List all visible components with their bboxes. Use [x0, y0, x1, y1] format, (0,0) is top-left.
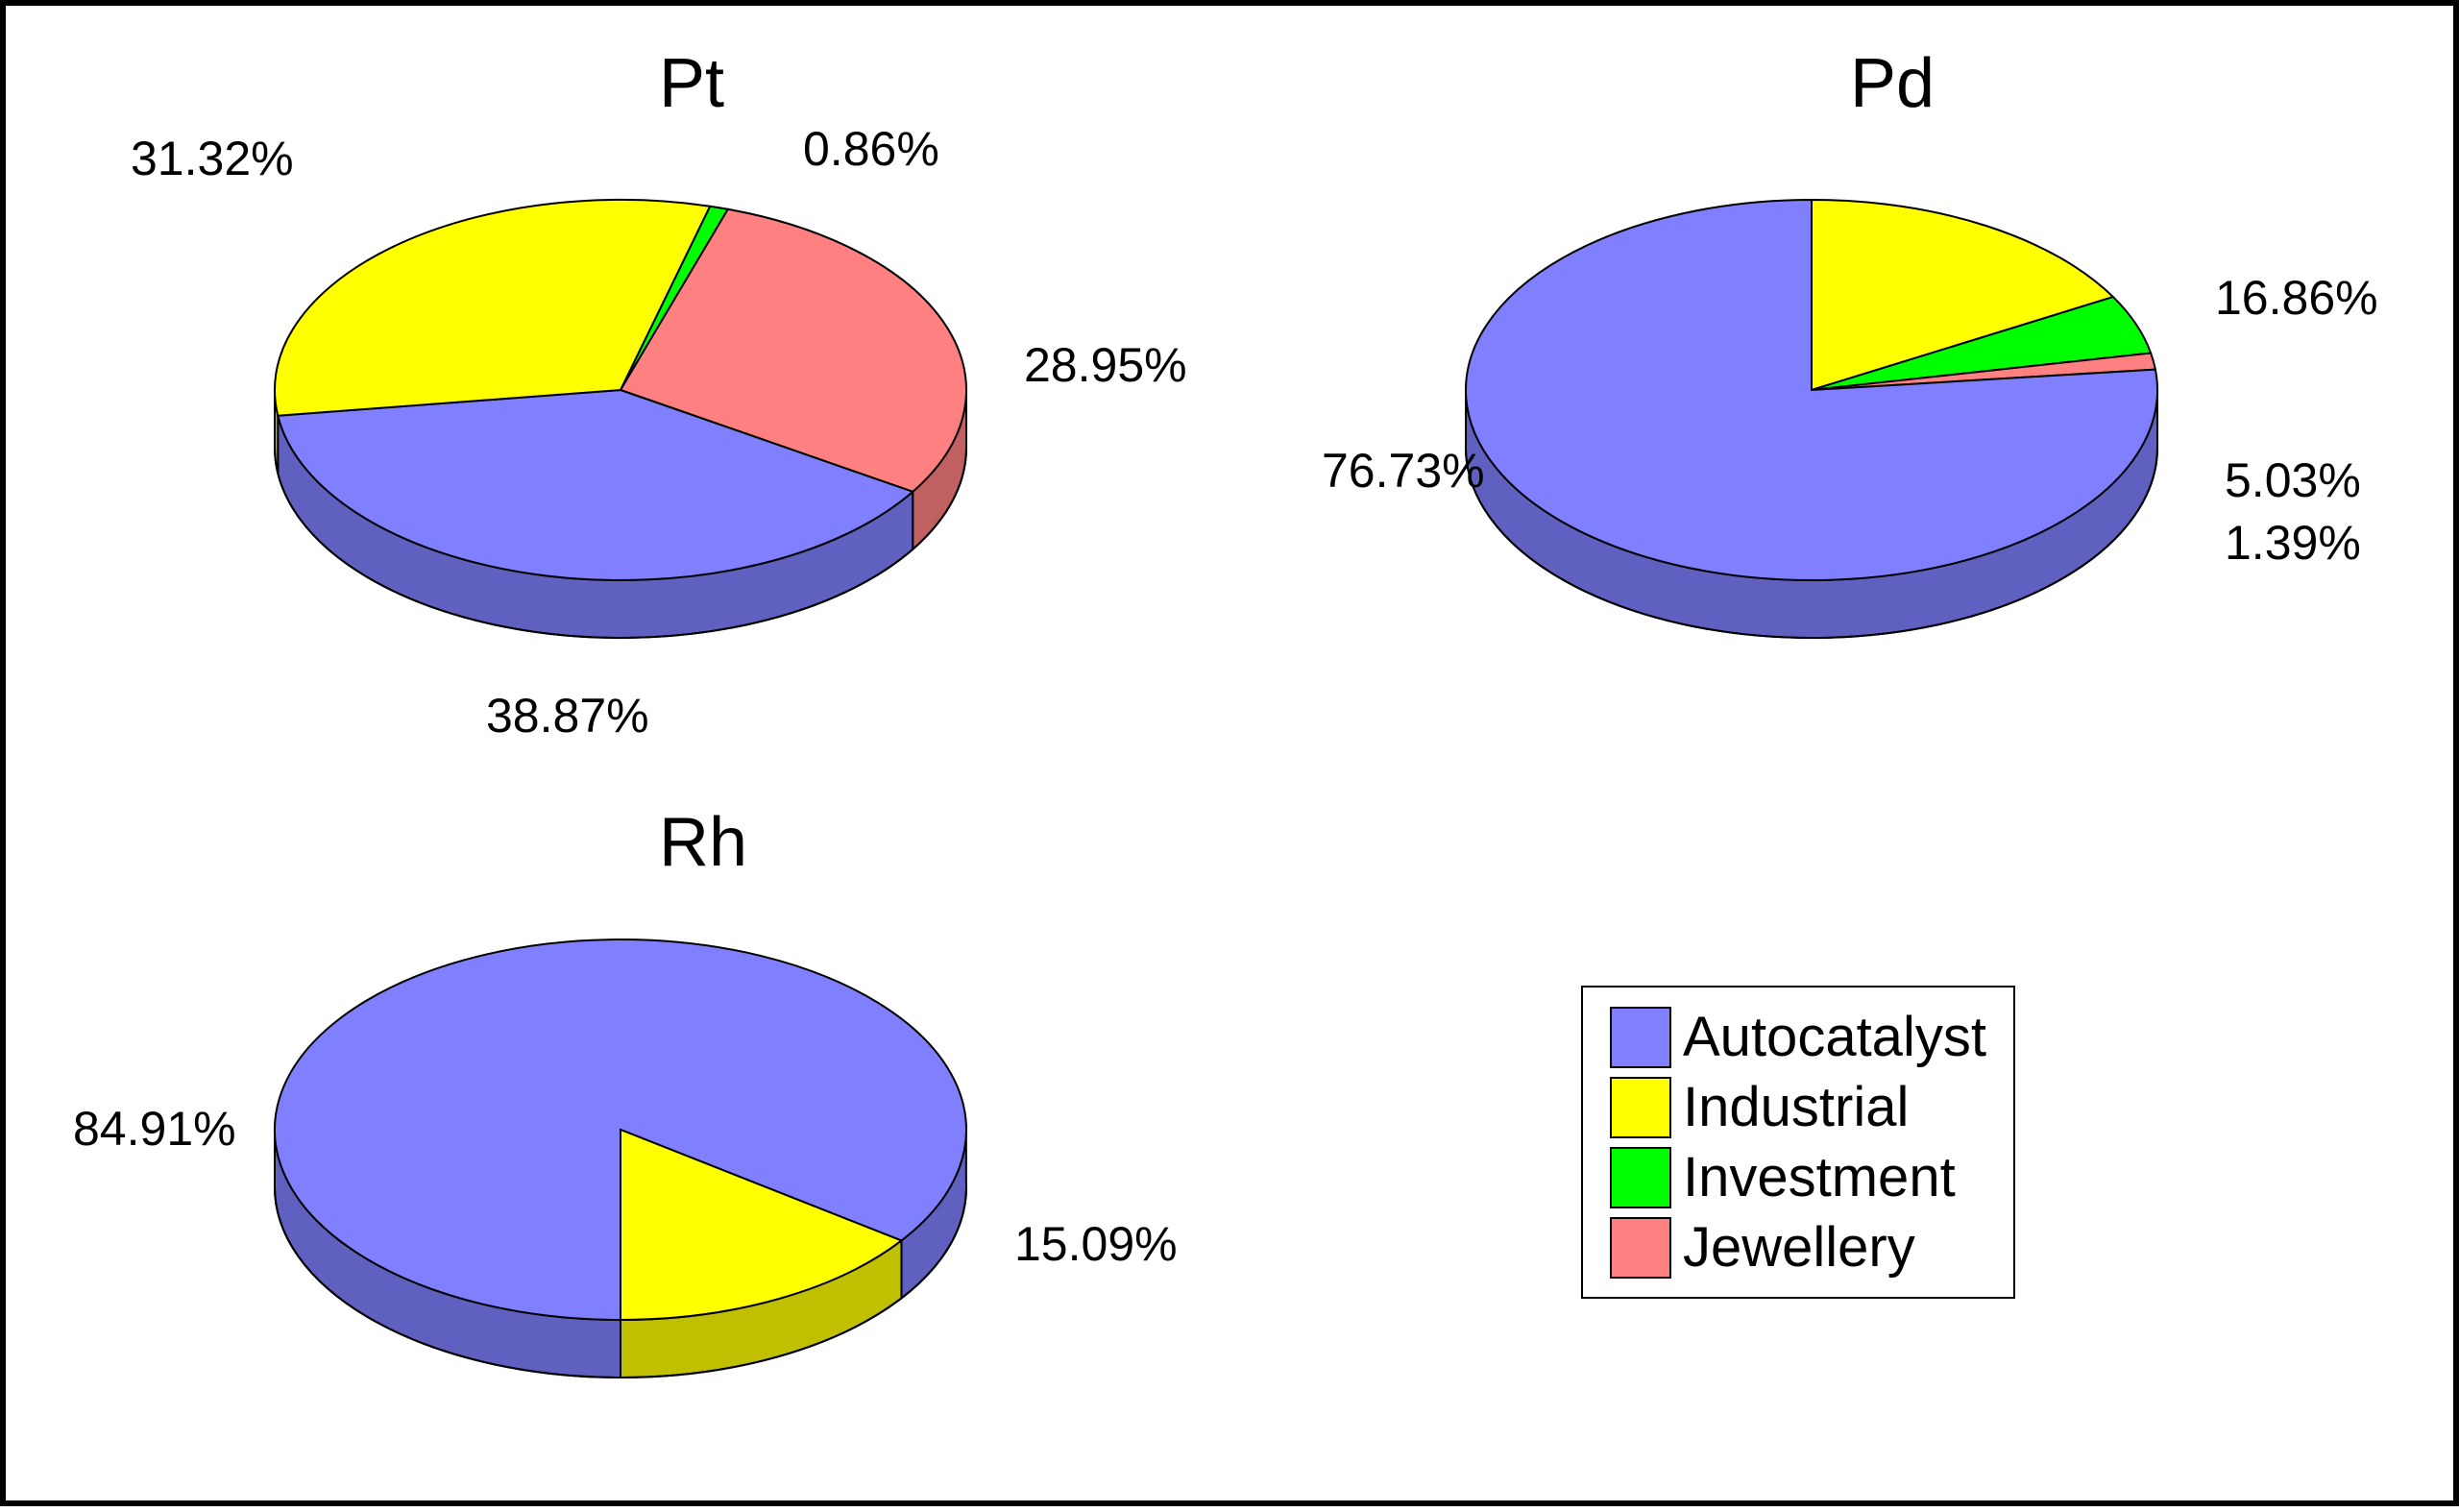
pie-pt-rim: [275, 448, 966, 638]
legend-label-jewellery: Jewellery: [1683, 1215, 1915, 1280]
legend-row-industrial: Industrial: [1610, 1075, 1986, 1139]
pie-pt-slice-autocatalyst: [278, 390, 913, 580]
pie-pd-slice-jewellery: [1812, 354, 2155, 390]
pie-rh-rim: [275, 1187, 966, 1378]
legend-row-investment: Investment: [1610, 1145, 1986, 1209]
pie-pd-label-autocatalyst: 76.73%: [1322, 443, 1485, 499]
figure-canvas: Pt 0.86% 28.95% 38.87% 31.32% Pd 16.86% 5.03% 1.…: [0, 0, 2459, 1506]
pie-pt-title: Pt: [659, 44, 724, 123]
legend-label-autocatalyst: Autocatalyst: [1683, 1005, 1986, 1069]
pie-pt-side-industrial: [275, 389, 278, 474]
pie-pt: [6, 6, 2459, 1512]
pie-pt-label-jewellery: 28.95%: [1024, 337, 1187, 393]
pie-pd-side-autocatalyst: [1466, 387, 2157, 638]
pie-pt-side-autocatalyst: [278, 416, 913, 638]
pie-pd-slice-investment: [1812, 297, 2151, 390]
pie-rh-label-industrial: 15.09%: [1014, 1216, 1178, 1272]
legend-row-jewellery: Jewellery: [1610, 1215, 1986, 1280]
pie-pt-slice-investment: [621, 207, 728, 390]
pie-pd-label-jewellery: 1.39%: [2225, 515, 2361, 571]
pie-pd-label-industrial: 16.86%: [2215, 270, 2378, 326]
pie-pt-slice-jewellery: [621, 209, 966, 492]
pie-rh-title: Rh: [659, 803, 747, 882]
pie-rh-slice-industrial: [621, 1130, 901, 1320]
pie-pt-label-industrial: 31.32%: [131, 131, 294, 186]
pie-rh-side-autocatalyst: [275, 1130, 621, 1378]
legend-row-autocatalyst: Autocatalyst: [1610, 1005, 1986, 1069]
pie-pd-label-investment: 5.03%: [2225, 452, 2361, 508]
legend-swatch-industrial: [1610, 1077, 1671, 1138]
pie-rh-label-autocatalyst: 84.91%: [73, 1101, 236, 1157]
pie-pd-slice-autocatalyst: [1466, 200, 2157, 580]
legend-swatch-jewellery: [1610, 1217, 1671, 1279]
legend-label-industrial: Industrial: [1683, 1075, 1909, 1139]
pie-pd-title: Pd: [1850, 44, 1935, 123]
legend-label-investment: Investment: [1683, 1145, 1956, 1209]
pie-rh-side-autocatalyst: [901, 1124, 966, 1298]
legend: AutocatalystIndustrialInvestmentJeweller…: [1581, 986, 2015, 1299]
legend-swatch-investment: [1610, 1147, 1671, 1208]
pie-pt-side-jewellery: [913, 390, 966, 549]
pie-pt-label-autocatalyst: 38.87%: [486, 688, 649, 744]
pie-rh: [6, 6, 2459, 1512]
pie-rh-side-industrial: [621, 1240, 901, 1378]
legend-swatch-autocatalyst: [1610, 1007, 1671, 1068]
pie-pd-slice-industrial: [1812, 200, 2113, 390]
pie-pt-slice-industrial: [275, 200, 710, 416]
pie-pd-rim: [1466, 448, 2157, 638]
pie-rh-slice-autocatalyst: [275, 939, 966, 1320]
pie-pt-label-investment: 0.86%: [803, 121, 939, 177]
pie-pd: [6, 6, 2459, 1512]
